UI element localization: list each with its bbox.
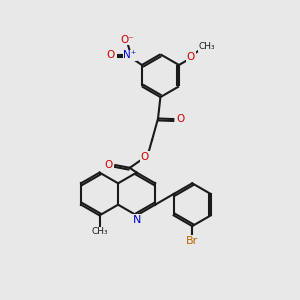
Text: CH₃: CH₃ — [91, 227, 108, 236]
Text: N: N — [132, 215, 141, 225]
Text: O⁻: O⁻ — [121, 35, 134, 45]
Text: N⁺: N⁺ — [123, 50, 136, 61]
Text: O: O — [187, 52, 195, 62]
Text: O: O — [105, 160, 113, 170]
Text: Br: Br — [186, 236, 198, 246]
Text: CH₃: CH₃ — [198, 42, 215, 51]
Text: O: O — [107, 50, 115, 61]
Text: O: O — [176, 114, 184, 124]
Text: O: O — [140, 152, 149, 161]
